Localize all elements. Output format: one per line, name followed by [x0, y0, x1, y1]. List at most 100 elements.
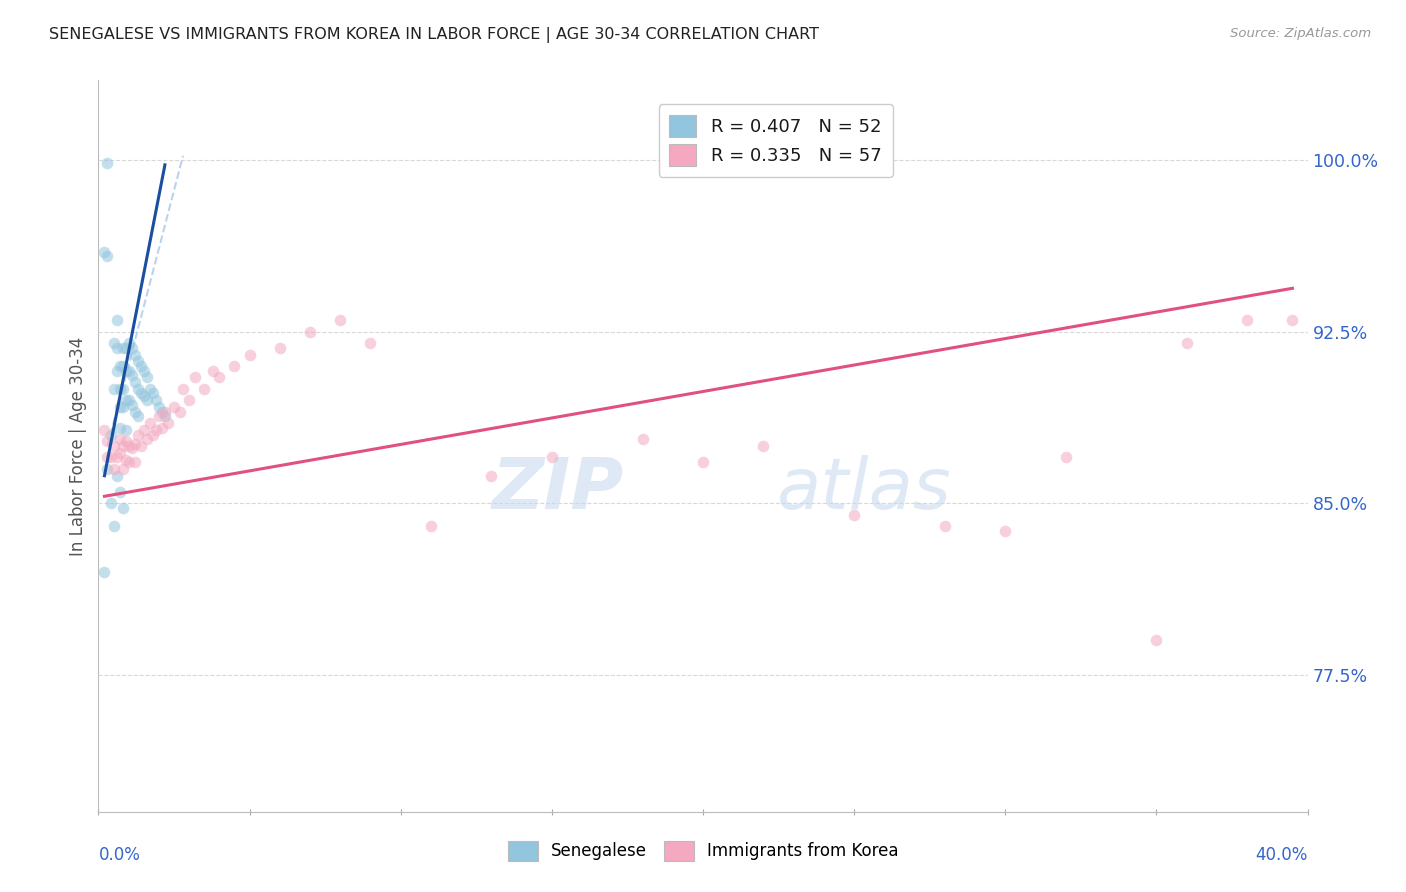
Point — [118, 336, 141, 351]
Point — [135, 432, 157, 446]
Point — [127, 354, 149, 368]
Point — [93, 244, 115, 259]
Point — [108, 432, 131, 446]
Point — [127, 382, 149, 396]
Point — [114, 341, 136, 355]
Point — [132, 363, 155, 377]
Point — [100, 450, 122, 465]
Point — [114, 434, 136, 449]
Point — [111, 439, 134, 453]
Point — [1281, 313, 1303, 327]
Point — [96, 434, 118, 449]
Point — [114, 452, 136, 467]
Point — [124, 436, 146, 450]
Point — [540, 450, 562, 465]
Point — [111, 341, 134, 355]
Point — [631, 432, 654, 446]
Point — [132, 423, 155, 437]
Point — [129, 386, 152, 401]
Point — [124, 375, 146, 389]
Point — [118, 439, 141, 453]
Legend: Senegalese, Immigrants from Korea: Senegalese, Immigrants from Korea — [501, 834, 905, 868]
Point — [1054, 450, 1077, 465]
Y-axis label: In Labor Force | Age 30-34: In Labor Force | Age 30-34 — [69, 336, 87, 556]
Point — [129, 359, 152, 373]
Point — [202, 363, 225, 377]
Point — [118, 363, 141, 377]
Point — [129, 439, 152, 453]
Point — [150, 420, 173, 434]
Point — [114, 423, 136, 437]
Point — [103, 519, 125, 533]
Point — [114, 393, 136, 408]
Point — [208, 370, 231, 384]
Point — [100, 427, 122, 442]
Point — [153, 409, 176, 424]
Point — [1175, 336, 1198, 351]
Point — [108, 359, 131, 373]
Point — [114, 363, 136, 377]
Point — [145, 393, 167, 408]
Point — [108, 382, 131, 396]
Point — [121, 341, 143, 355]
Point — [844, 508, 866, 522]
Point — [142, 427, 165, 442]
Point — [121, 398, 143, 412]
Point — [135, 393, 157, 408]
Point — [145, 423, 167, 437]
Point — [100, 496, 122, 510]
Point — [752, 439, 775, 453]
Point — [420, 519, 443, 533]
Point — [1236, 313, 1258, 327]
Point — [108, 400, 131, 414]
Point — [103, 439, 125, 453]
Point — [169, 405, 191, 419]
Point — [148, 409, 170, 424]
Point — [150, 405, 173, 419]
Point — [224, 359, 246, 373]
Text: SENEGALESE VS IMMIGRANTS FROM KOREA IN LABOR FORCE | AGE 30-34 CORRELATION CHART: SENEGALESE VS IMMIGRANTS FROM KOREA IN L… — [49, 27, 820, 43]
Point — [105, 363, 128, 377]
Point — [111, 500, 134, 515]
Point — [118, 393, 141, 408]
Point — [132, 389, 155, 403]
Point — [103, 462, 125, 476]
Point — [96, 450, 118, 465]
Point — [329, 313, 352, 327]
Point — [124, 347, 146, 362]
Point — [111, 359, 134, 373]
Point — [239, 347, 262, 362]
Point — [269, 341, 291, 355]
Point — [96, 155, 118, 169]
Point — [96, 462, 118, 476]
Point — [93, 423, 115, 437]
Point — [105, 313, 128, 327]
Point — [179, 393, 201, 408]
Text: 40.0%: 40.0% — [1256, 846, 1308, 864]
Point — [121, 368, 143, 383]
Point — [148, 400, 170, 414]
Point — [163, 400, 186, 414]
Point — [124, 405, 146, 419]
Point — [142, 386, 165, 401]
Point — [108, 446, 131, 460]
Point — [111, 400, 134, 414]
Point — [172, 382, 194, 396]
Point — [481, 468, 503, 483]
Point — [118, 455, 141, 469]
Point — [108, 420, 131, 434]
Point — [934, 519, 956, 533]
Point — [127, 409, 149, 424]
Point — [124, 455, 146, 469]
Point — [135, 370, 157, 384]
Point — [184, 370, 207, 384]
Point — [121, 442, 143, 456]
Text: atlas: atlas — [776, 456, 950, 524]
Legend: R = 0.407   N = 52, R = 0.335   N = 57: R = 0.407 N = 52, R = 0.335 N = 57 — [658, 104, 893, 177]
Point — [96, 249, 118, 263]
Point — [103, 382, 125, 396]
Point — [93, 565, 115, 579]
Point — [111, 382, 134, 396]
Point — [994, 524, 1017, 538]
Point — [153, 405, 176, 419]
